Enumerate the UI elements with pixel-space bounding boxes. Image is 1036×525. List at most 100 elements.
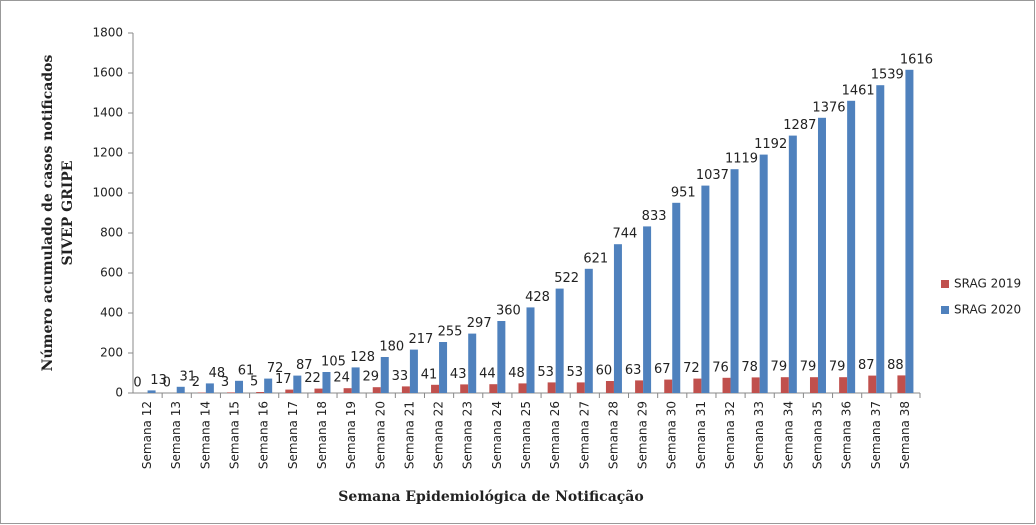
y-tick-label: 200 <box>100 346 123 360</box>
data-label: 621 <box>583 251 608 266</box>
bar <box>380 357 389 393</box>
bar <box>372 387 381 393</box>
x-tick-label: Semana 17 <box>286 401 300 469</box>
bar <box>497 321 506 393</box>
x-tick-label: Semana 25 <box>519 401 533 469</box>
data-label: 79 <box>800 360 817 375</box>
x-tick-label: Semana 14 <box>198 401 212 469</box>
data-label: 48 <box>209 366 226 381</box>
data-label: 0 <box>163 376 171 391</box>
data-label: 44 <box>479 367 496 382</box>
bar <box>788 135 797 393</box>
data-label: 41 <box>421 367 438 382</box>
data-label: 217 <box>408 332 433 347</box>
data-label: 53 <box>567 365 584 380</box>
bar <box>613 244 622 393</box>
y-tick-label: 400 <box>100 306 123 320</box>
x-tick-label: Semana 30 <box>665 401 679 469</box>
y-tick-label: 1800 <box>92 26 123 40</box>
bar <box>576 382 585 393</box>
data-label: 1192 <box>754 137 787 152</box>
x-tick-label: Semana 26 <box>548 401 562 469</box>
data-label: 744 <box>613 227 638 242</box>
bar <box>839 377 848 393</box>
x-tick-label: Semana 21 <box>402 401 416 469</box>
x-tick-label: Semana 18 <box>315 401 329 469</box>
x-tick-label: Semana 28 <box>606 401 620 469</box>
x-tick-label: Semana 36 <box>840 401 854 469</box>
bar <box>868 375 877 393</box>
x-tick-label: Semana 27 <box>577 401 591 469</box>
bar <box>205 383 214 393</box>
x-tick-label: Semana 38 <box>898 401 912 469</box>
data-label: 180 <box>379 340 404 355</box>
bar <box>605 381 614 393</box>
x-tick-label: Semana 31 <box>694 401 708 469</box>
data-label: 1037 <box>696 168 729 183</box>
legend-label: SRAG 2020 <box>954 303 1021 317</box>
y-tick-label: 1400 <box>92 106 123 120</box>
data-label: 72 <box>267 361 284 376</box>
bar <box>672 202 681 393</box>
data-label: 1376 <box>812 100 845 115</box>
data-label: 48 <box>508 366 525 381</box>
y-axis-label: Número acumulado de casos notificados SI… <box>40 55 76 372</box>
x-tick-label: Semana 34 <box>781 401 795 469</box>
x-tick-label: Semana 19 <box>344 401 358 469</box>
data-label: 88 <box>887 358 904 373</box>
y-axis-label-line: Número acumulado de casos notificados <box>40 55 56 372</box>
y-tick-label: 800 <box>100 226 123 240</box>
bar <box>526 307 535 393</box>
bar <box>876 85 885 393</box>
data-label: 1616 <box>900 52 933 67</box>
bar <box>176 386 185 393</box>
bar <box>256 392 265 393</box>
data-label: 1539 <box>871 68 904 83</box>
y-tick-label: 1000 <box>92 186 123 200</box>
data-label: 24 <box>333 371 350 386</box>
bar <box>759 154 768 393</box>
bar <box>293 375 302 393</box>
bar <box>147 390 156 393</box>
bar <box>547 382 556 393</box>
bar <box>751 377 760 393</box>
bar <box>809 377 818 393</box>
data-label: 31 <box>179 369 196 384</box>
bar <box>401 386 410 393</box>
x-tick-label: Semana 16 <box>257 401 271 469</box>
x-tick-label: Semana 12 <box>140 401 154 469</box>
data-label: 79 <box>771 360 788 375</box>
data-label: 63 <box>625 363 642 378</box>
bar <box>722 377 731 393</box>
y-tick-label: 1200 <box>92 146 123 160</box>
legend-label: SRAG 2019 <box>954 277 1021 291</box>
bar <box>264 378 273 393</box>
bar <box>584 268 593 393</box>
x-axis-label: Semana Epidemiológica de Notificação <box>338 488 643 505</box>
x-tick-label: Semana 15 <box>228 401 242 469</box>
bar <box>817 117 826 394</box>
data-label: 522 <box>554 271 579 286</box>
bar <box>489 384 498 393</box>
x-tick-label: Semana 24 <box>490 401 504 469</box>
data-label: 29 <box>362 370 379 385</box>
legend-swatch <box>941 280 949 288</box>
x-tick-label: Semana 22 <box>432 401 446 469</box>
data-label: 79 <box>829 360 846 375</box>
data-label: 1287 <box>783 118 816 133</box>
data-label: 33 <box>392 369 409 384</box>
y-tick-label: 600 <box>100 266 123 280</box>
bar <box>664 379 673 393</box>
data-label: 833 <box>642 209 667 224</box>
data-label: 1119 <box>725 152 758 167</box>
bar <box>905 69 914 394</box>
data-label: 72 <box>683 361 700 376</box>
bar <box>227 392 236 393</box>
data-label: 105 <box>321 355 346 370</box>
legend-swatch <box>941 306 949 314</box>
data-label: 22 <box>304 371 321 386</box>
bar <box>635 380 644 393</box>
bar <box>847 100 856 394</box>
bar <box>693 378 702 393</box>
